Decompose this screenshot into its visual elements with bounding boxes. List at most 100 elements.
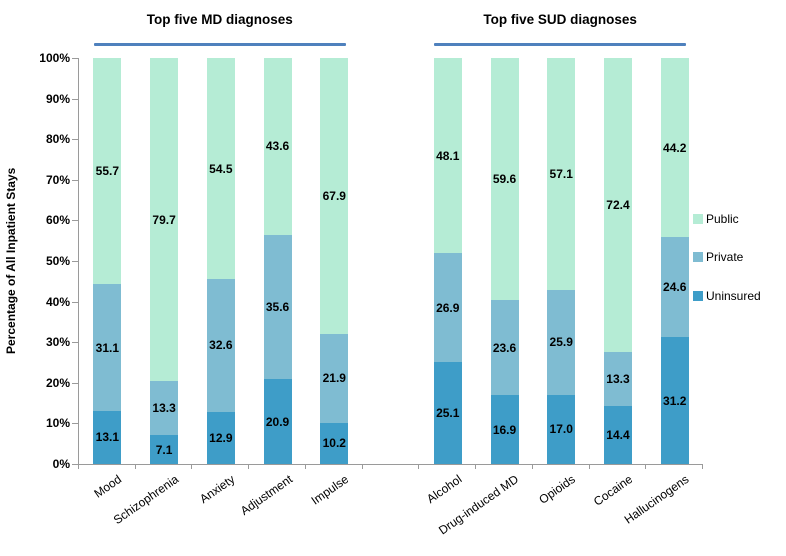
data-label: 79.7	[152, 212, 176, 227]
x-tick-mark	[531, 464, 533, 469]
bar-segment-public: 57.1	[547, 58, 576, 290]
data-label: 16.9	[492, 422, 517, 437]
group-title-md-diagnoses: Top five MD diagnoses	[146, 12, 293, 27]
legend-label: Public	[706, 212, 739, 226]
y-tick-mark	[72, 139, 78, 141]
y-tick-mark	[72, 261, 78, 262]
category-slot: 13.1 31.1 55.7	[79, 58, 136, 464]
category-label: Opioids	[536, 472, 579, 507]
stacked-bar: 25.1 26.9 48.1	[433, 58, 462, 464]
bar-segment-private: 35.6	[263, 234, 292, 380]
y-tick-label: 30%	[45, 335, 70, 350]
data-label: 26.9	[436, 300, 460, 315]
data-label: 67.9	[322, 188, 346, 203]
bar-segment-private: 21.9	[320, 333, 349, 423]
data-label: 14.4	[606, 427, 630, 442]
data-label: 57.1	[549, 166, 573, 181]
category-label: Adjustment	[237, 472, 295, 518]
data-label: 13.3	[606, 371, 630, 386]
bar-segment-private: 23.6	[490, 299, 519, 396]
y-tick-mark	[72, 220, 78, 222]
y-tick-label: 70%	[45, 172, 70, 187]
x-tick-mark	[78, 464, 79, 469]
stacked-bar: 17.0 25.9 57.1	[547, 58, 576, 464]
category-slot: 20.9 35.6 43.6	[249, 58, 306, 464]
legend-swatch-icon	[693, 252, 703, 262]
legend: Public Private Uninsured	[693, 0, 785, 556]
x-tick-mark	[248, 464, 250, 469]
data-label: 72.4	[606, 197, 630, 212]
data-label: 24.6	[663, 280, 687, 295]
category-slot: 17.0 25.9 57.1	[533, 58, 590, 464]
legend-swatch-icon	[693, 214, 703, 224]
data-label: 48.1	[436, 148, 460, 163]
legend-label: Private	[706, 250, 744, 264]
category-slot: 31.2 24.6 44.2	[646, 58, 703, 464]
data-label: 13.3	[152, 401, 176, 416]
x-tick-mark	[304, 464, 306, 469]
group-title-sud-diagnoses: Top five SUD diagnoses	[483, 12, 637, 27]
bar-segment-public: 43.6	[263, 58, 292, 235]
y-tick-label: 90%	[45, 91, 70, 106]
y-tick-mark	[72, 58, 78, 59]
x-tick-mark	[588, 464, 590, 469]
category-slot: 25.1 26.9 48.1	[419, 58, 476, 464]
data-label: 25.9	[549, 335, 573, 350]
data-label: 32.6	[209, 338, 233, 353]
data-label: 54.5	[209, 161, 233, 176]
data-label: 12.9	[209, 430, 233, 445]
x-tick-mark	[191, 464, 193, 469]
y-tick-label: 50%	[45, 254, 70, 268]
legend-item-public: Public	[693, 212, 739, 226]
data-label: 55.7	[95, 164, 120, 179]
bar-segment-private: 32.6	[206, 279, 235, 412]
bar-segment-private: 13.3	[603, 351, 632, 406]
bar-segment-public: 55.7	[93, 58, 122, 285]
bar-segment-private: 24.6	[660, 237, 689, 338]
bar-segment-uninsured: 25.1	[433, 362, 462, 464]
category-label: Impulse	[308, 472, 352, 508]
bar-segment-uninsured: 7.1	[150, 435, 179, 464]
y-tick-label: 20%	[45, 375, 70, 390]
bar-segment-private: 26.9	[433, 253, 462, 363]
data-label: 44.2	[663, 140, 687, 155]
y-tick-label: 0%	[52, 457, 70, 471]
stacked-bar: 16.9 23.6 59.6	[490, 58, 519, 464]
x-tick-mark	[702, 464, 703, 469]
stacked-bar: 12.9 32.6 54.5	[206, 58, 235, 464]
data-label: 20.9	[265, 414, 290, 429]
bar-segment-private: 31.1	[93, 284, 122, 411]
bar-segment-private: 13.3	[150, 381, 179, 436]
data-label: 17.0	[549, 422, 573, 437]
bar-segment-uninsured: 12.9	[206, 411, 235, 464]
bar-segment-uninsured: 10.2	[320, 422, 349, 464]
data-label: 10.2	[322, 436, 346, 451]
legend-swatch-icon	[693, 291, 703, 301]
bar-segment-public: 48.1	[433, 58, 462, 254]
x-tick-mark	[645, 464, 647, 469]
data-label: 25.1	[436, 406, 460, 421]
bar-segment-public: 67.9	[320, 58, 349, 334]
category-slot: 7.1 13.3 79.7	[136, 58, 193, 464]
y-tick-label: 10%	[45, 416, 70, 431]
bar-segment-public: 59.6	[490, 58, 519, 300]
category-slot: 14.4 13.3 72.4	[590, 58, 647, 464]
bar-segment-uninsured: 13.1	[93, 410, 122, 464]
bar-segment-uninsured: 17.0	[547, 394, 576, 464]
category-label: Cocaine	[590, 472, 635, 509]
category-label: Alcohol	[424, 472, 465, 507]
x-tick-mark	[418, 464, 420, 469]
data-label: 59.6	[492, 171, 517, 186]
bar-segment-private: 25.9	[547, 289, 576, 395]
bar-segment-public: 44.2	[660, 58, 689, 238]
stacked-bar: 13.1 31.1 55.7	[93, 58, 122, 464]
x-tick-mark	[475, 464, 477, 469]
data-label: 31.2	[663, 393, 687, 408]
bar-segment-uninsured: 31.2	[660, 337, 689, 464]
plot-area: 13.1 31.1 55.7 7.1 13.3 79.7 12.9 32.6 54.5 20.9 3…	[78, 58, 703, 465]
legend-item-private: Private	[693, 250, 743, 264]
group-underline-sud	[434, 43, 687, 46]
y-tick-mark	[72, 301, 78, 303]
data-label: 23.6	[492, 340, 517, 355]
